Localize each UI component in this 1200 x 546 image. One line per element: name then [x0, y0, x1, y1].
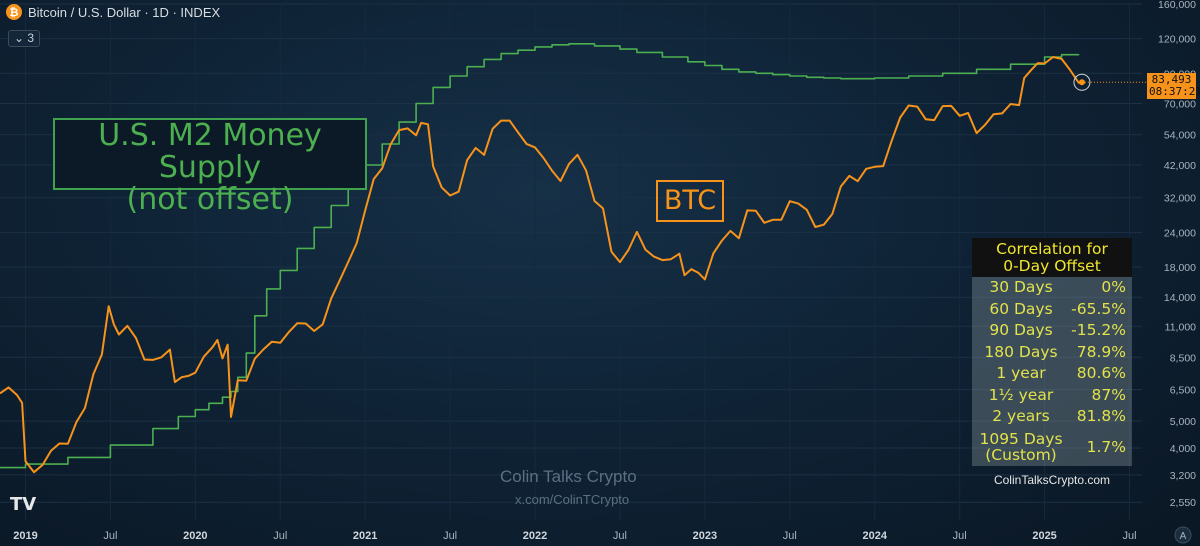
period-cell: 30 Days: [989, 278, 1053, 296]
y-tick-label: 4,000: [1170, 443, 1196, 455]
y-tick-label: 3,200: [1170, 470, 1196, 482]
period-cell: 1 year: [996, 364, 1046, 382]
value-cell-custom: 1.7%: [1086, 437, 1126, 456]
auto-scale-icon: A: [1180, 531, 1187, 542]
table-row: 1 year 80.6%: [972, 363, 1132, 385]
correlation-table-header: Correlation for 0-Day Offset: [972, 238, 1132, 277]
watermark-name: Colin Talks Crypto: [500, 467, 637, 486]
m2-supply-line: [0, 43, 1080, 469]
value-cell: 87%: [1091, 385, 1126, 404]
last-price-ring: [1073, 73, 1091, 91]
period-cell: 60 Days: [989, 299, 1053, 318]
table-row: 90 Days -15.2%: [972, 320, 1132, 342]
custom-period-line2: (Custom): [985, 445, 1057, 464]
y-tick-label: 8,500: [1170, 352, 1196, 364]
period-cell: 180 Days: [984, 342, 1058, 361]
tradingview-logo-icon[interactable]: TV: [10, 494, 36, 515]
table-row-custom: 1095 Days (Custom) 1.7%: [972, 428, 1132, 466]
tradingview-logo-text: TV: [10, 494, 37, 515]
y-tick-label: 120,000: [1158, 34, 1196, 46]
table-row: 1½ year 87%: [972, 385, 1132, 407]
table-title-line2: 0-Day Offset: [1003, 257, 1101, 275]
x-tick-label: 2021: [353, 530, 377, 542]
btc-price-line: [0, 56, 1083, 474]
chevron-down-icon: ⌄: [14, 31, 25, 45]
period-cell-custom: 1095 Days (Custom): [976, 431, 1066, 463]
y-tick-label: 32,000: [1164, 193, 1196, 205]
value-cell: 80.6%: [1076, 364, 1126, 382]
x-tick-label: 2025: [1032, 530, 1056, 542]
table-row: 30 Days 0%: [972, 277, 1132, 299]
indicator-toggle[interactable]: ⌄ 3: [8, 30, 41, 47]
x-tick-label: Jul: [613, 530, 627, 542]
table-row: 2 years 81.8%: [972, 406, 1132, 428]
y-tick-label: 18,000: [1164, 262, 1196, 274]
auto-scale-button[interactable]: A: [1174, 526, 1192, 544]
y-tick-label: 160,000: [1158, 0, 1196, 11]
grid-lines: [0, 3, 1142, 520]
y-tick-label: 24,000: [1164, 227, 1196, 239]
y-tick-label: 70,000: [1164, 99, 1196, 111]
x-tick-label: Jul: [103, 530, 117, 542]
value-cell: -15.2%: [1071, 321, 1126, 339]
m2-annotation-box: U.S. M2 Money Supply (not offset): [53, 118, 367, 216]
x-tick-label: Jul: [443, 530, 457, 542]
table-footer-site: ColinTalksCrypto.com: [993, 472, 1111, 487]
x-tick-label: 2020: [183, 530, 207, 542]
y-tick-label: 54,000: [1164, 130, 1196, 142]
x-tick-label: 2024: [862, 530, 887, 542]
period-cell: 1½ year: [988, 385, 1054, 404]
value-cell: -65.5%: [1071, 299, 1126, 318]
y-tick-label: 2,550: [1170, 497, 1196, 509]
x-tick-label: Jul: [953, 530, 967, 542]
y-tick-label: 42,000: [1164, 160, 1196, 172]
series-layer: [0, 43, 1146, 474]
x-tick-label: Jul: [783, 530, 797, 542]
y-tick-label: 14,000: [1164, 292, 1196, 304]
x-tick-label: Jul: [1122, 530, 1136, 542]
btc-label: BTC: [663, 185, 717, 216]
m2-label-line2: (not offset): [126, 182, 294, 217]
value-cell: 0%: [1101, 278, 1126, 296]
y-tick-label: 11,000: [1165, 321, 1196, 333]
m2-label-line1: U.S. M2 Money Supply: [98, 118, 322, 185]
y-tick-label: 5,000: [1170, 416, 1196, 428]
bar-countdown: 08:37:21: [1149, 85, 1200, 98]
correlation-table-body: 30 Days 0% 60 Days -65.5% 90 Days -15.2% 18…: [972, 277, 1132, 466]
period-cell: 90 Days: [989, 321, 1053, 339]
bitcoin-icon: ₿: [6, 4, 22, 20]
x-tick-label: 2023: [693, 530, 717, 542]
table-row: 60 Days -65.5%: [972, 299, 1132, 321]
period-cell: 2 years: [992, 407, 1050, 425]
correlation-table: Correlation for 0-Day Offset 30 Days 0% 6…: [972, 238, 1132, 487]
x-axis: 2019 Jul 2020 Jul 2021 Jul 2022 Jul 2023 Jul 2024 J…: [13, 526, 1192, 544]
symbol-title[interactable]: Bitcoin / U.S. Dollar · 1D · INDEX: [28, 4, 221, 20]
chart-header[interactable]: ₿ Bitcoin / U.S. Dollar · 1D · INDEX: [6, 4, 220, 20]
indicator-count: 3: [27, 31, 35, 45]
watermark-handle: x.com/ColinTCrypto: [515, 492, 630, 507]
value-cell: 78.9%: [1076, 342, 1126, 361]
value-cell: 81.8%: [1076, 407, 1126, 425]
y-tick-label: 6,500: [1170, 385, 1196, 397]
table-row: 180 Days 78.9%: [972, 342, 1132, 364]
current-price: 83,493: [1151, 73, 1192, 86]
btc-annotation-box: BTC: [656, 180, 724, 222]
x-tick-label: 2022: [523, 530, 547, 542]
table-title-line1: Correlation for: [996, 240, 1108, 258]
custom-period-line1: 1095 Days: [979, 429, 1063, 448]
x-tick-label: 2019: [13, 530, 37, 542]
current-price-label: 83,493 08:37:21: [1147, 73, 1200, 99]
x-tick-label: Jul: [273, 530, 287, 542]
